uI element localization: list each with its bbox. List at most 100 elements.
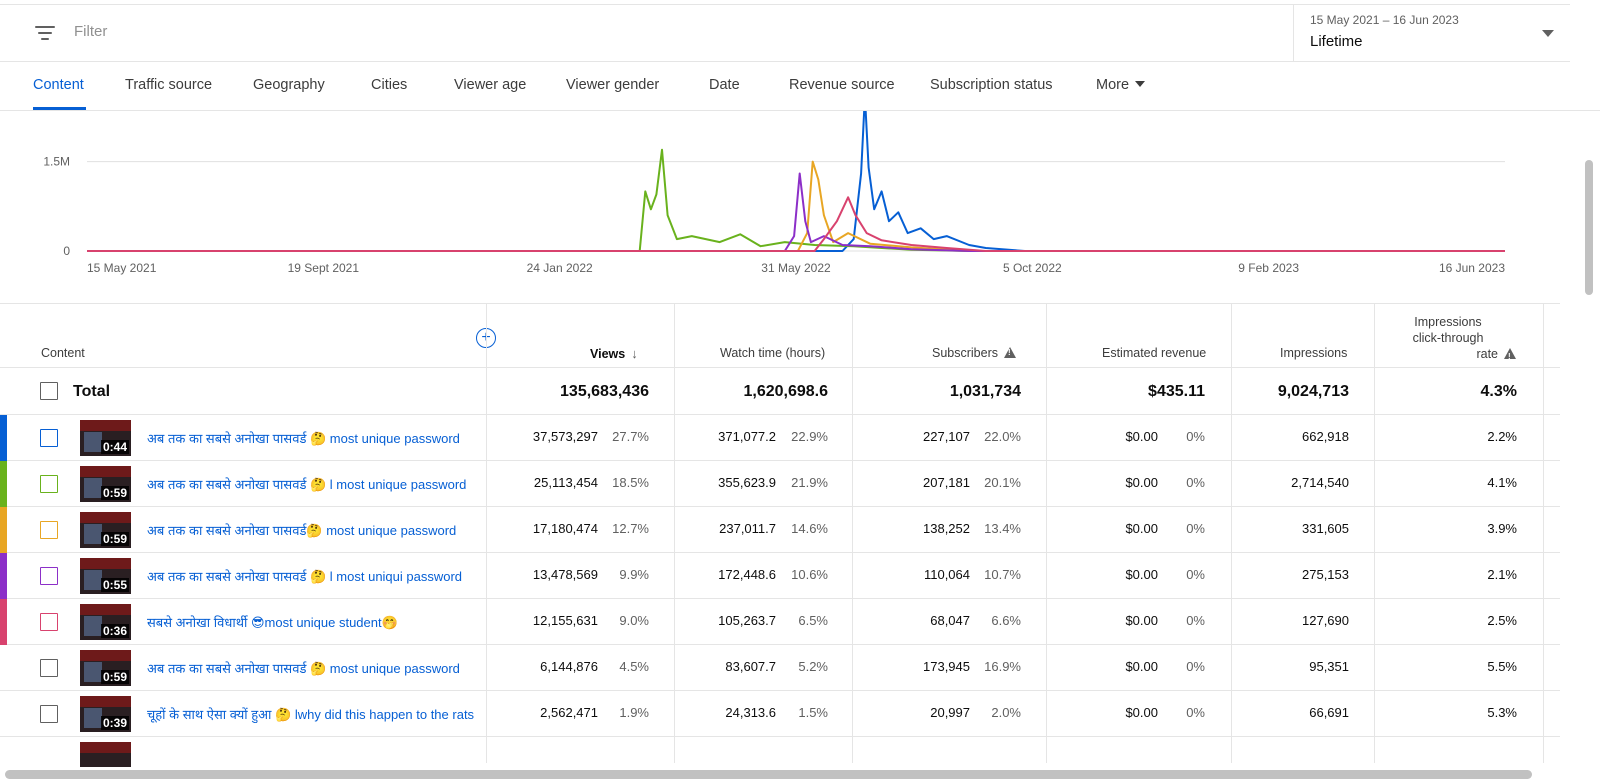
content-table: Content + Views↓ Watch time (hours) Subs… <box>0 303 1560 767</box>
table-row: 0:59 अब तक का सबसे अनोखा पासवर्ड 🤔 most u… <box>0 645 1560 691</box>
views-value: 25,113,454 <box>533 475 598 490</box>
header-impressions[interactable]: Impressions <box>1280 346 1348 360</box>
header-subscribers[interactable]: Subscribers <box>932 346 1016 360</box>
row-checkbox[interactable] <box>40 567 58 585</box>
tab-revenue-source[interactable]: Revenue source <box>789 77 895 93</box>
ctr-value: 2.5% <box>1487 613 1517 628</box>
tab-traffic-source[interactable]: Traffic source <box>125 77 213 93</box>
video-thumbnail[interactable] <box>80 742 131 767</box>
video-title-link[interactable]: अब तक का सबसे अनोखा पासवर्ड🤔 most unique… <box>147 523 457 538</box>
header-ctr[interactable]: Impressions click-through rate <box>1400 314 1516 365</box>
row-checkbox[interactable] <box>40 429 58 447</box>
header-views[interactable]: Views ↓ <box>590 346 638 361</box>
x-tick-label: 15 May 2021 <box>87 261 157 275</box>
filter-icon[interactable] <box>35 25 55 41</box>
tab-viewer-age[interactable]: Viewer age <box>454 77 527 93</box>
total-revenue: $435.11 <box>1148 383 1205 400</box>
filter-input[interactable]: Filter <box>74 23 108 40</box>
report-tabs: Content Traffic source Geography Cities … <box>0 62 1600 111</box>
tab-content[interactable]: Content <box>33 77 84 93</box>
row-checkbox[interactable] <box>40 475 58 493</box>
tab-cities[interactable]: Cities <box>371 77 408 93</box>
thumbnail-banner <box>80 558 131 569</box>
vertical-scrollbar[interactable] <box>1585 160 1593 295</box>
subscribers-value: 138,252 <box>923 521 970 536</box>
total-label: Total <box>73 383 111 400</box>
row-checkbox[interactable] <box>40 613 58 631</box>
impressions-value: 66,691 <box>1309 705 1349 720</box>
series-line <box>87 196 1505 252</box>
ctr-value: 5.5% <box>1487 659 1517 674</box>
video-thumbnail[interactable]: 0:59 <box>80 650 131 686</box>
row-checkbox[interactable] <box>40 659 58 677</box>
video-title-link[interactable]: सबसे अनोखा विधार्थी 😎most unique student… <box>147 615 398 630</box>
watch-time-percent: 5.2% <box>798 659 828 674</box>
thumbnail-banner <box>80 742 131 753</box>
table-row: 0:59 अब तक का सबसे अनोखा पासवर्ड 🤔 l most… <box>0 461 1560 507</box>
watch-time-value: 83,607.7 <box>725 659 776 674</box>
total-row: Total 135,683,436 1,620,698.6 1,031,734 … <box>0 368 1560 415</box>
video-duration: 0:36 <box>100 624 129 638</box>
revenue-percent: 0% <box>1186 429 1205 444</box>
header-watch-time[interactable]: Watch time (hours) <box>720 346 826 360</box>
video-duration: 0:59 <box>100 532 129 546</box>
thumbnail-banner <box>80 420 131 431</box>
total-subscribers: 1,031,734 <box>949 383 1021 400</box>
views-percent: 4.5% <box>619 659 649 674</box>
tab-more[interactable]: More <box>1096 77 1146 93</box>
watch-time-value: 172,448.6 <box>718 567 776 582</box>
video-title-link[interactable]: चूहों के साथ ऐसा क्यों हुआ 🤔 lwhy did th… <box>147 707 475 722</box>
horizontal-scrollbar[interactable] <box>5 770 1532 779</box>
subscribers-value: 20,997 <box>930 705 970 720</box>
watch-time-value: 237,011.7 <box>719 521 776 536</box>
video-title-link[interactable]: अब तक का सबसे अनोखा पासवर्ड 🤔 l most uni… <box>147 477 467 492</box>
row-checkbox[interactable] <box>40 705 58 723</box>
video-thumbnail[interactable]: 0:59 <box>80 512 131 548</box>
video-title-link[interactable]: अब तक का सबसे अनोखा पासवर्ड 🤔 l most uni… <box>147 569 463 584</box>
watch-time-percent: 21.9% <box>791 475 828 490</box>
revenue-value: $0.00 <box>1125 521 1158 536</box>
revenue-percent: 0% <box>1186 659 1205 674</box>
video-thumbnail[interactable]: 0:39 <box>80 696 131 732</box>
impressions-value: 331,605 <box>1302 521 1349 536</box>
header-views-label: Views <box>590 347 626 361</box>
series-color-bar <box>0 507 7 553</box>
header-content[interactable]: Content <box>41 346 85 360</box>
video-duration: 0:39 <box>100 716 129 730</box>
revenue-value: $0.00 <box>1125 475 1158 490</box>
thumbnail-figure <box>84 662 102 682</box>
views-chart: 1.5M 0 15 May 2021 19 Sept 2021 24 Jan 2022 3… <box>0 111 1560 303</box>
tab-viewer-gender[interactable]: Viewer gender <box>566 77 660 93</box>
date-range-selector[interactable]: 15 May 2021 – 16 Jun 2023 Lifetime <box>1293 5 1570 62</box>
views-percent: 1.9% <box>619 705 649 720</box>
video-thumbnail[interactable]: 0:55 <box>80 558 131 594</box>
watch-time-value: 355,623.9 <box>718 475 776 490</box>
video-thumbnail[interactable]: 0:44 <box>80 420 131 456</box>
revenue-percent: 0% <box>1186 521 1205 536</box>
revenue-percent: 0% <box>1186 475 1205 490</box>
tab-more-label: More <box>1096 77 1130 93</box>
total-views: 135,683,436 <box>560 383 649 400</box>
impressions-value: 662,918 <box>1302 429 1349 444</box>
views-value: 6,144,876 <box>540 659 598 674</box>
total-checkbox[interactable] <box>40 382 58 400</box>
tab-geography[interactable]: Geography <box>253 77 325 93</box>
date-range-text: 15 May 2021 – 16 Jun 2023 <box>1310 13 1459 27</box>
table-body: 0:44 अब तक का सबसे अनोखा पासवर्ड 🤔 most u… <box>0 415 1560 737</box>
column-divider <box>1046 303 1047 763</box>
thumbnail-figure <box>84 616 102 636</box>
tab-date[interactable]: Date <box>709 77 740 93</box>
header-estimated-revenue[interactable]: Estimated revenue <box>1102 346 1207 360</box>
impressions-value: 2,714,540 <box>1291 475 1349 490</box>
video-title-link[interactable]: अब तक का सबसे अनोखा पासवर्ड 🤔 most uniqu… <box>147 431 460 446</box>
video-title-link[interactable]: अब तक का सबसे अनोखा पासवर्ड 🤔 most uniqu… <box>147 661 460 676</box>
ctr-value: 2.2% <box>1487 429 1517 444</box>
tab-subscription-status[interactable]: Subscription status <box>930 77 1053 93</box>
video-thumbnail[interactable]: 0:36 <box>80 604 131 640</box>
ctr-value: 3.9% <box>1487 521 1517 536</box>
table-row: 0:39 चूहों के साथ ऐसा क्यों हुआ 🤔 lwhy di… <box>0 691 1560 737</box>
row-checkbox[interactable] <box>40 521 58 539</box>
video-thumbnail[interactable]: 0:59 <box>80 466 131 502</box>
revenue-value: $0.00 <box>1125 567 1158 582</box>
date-range-label: Lifetime <box>1310 33 1363 50</box>
